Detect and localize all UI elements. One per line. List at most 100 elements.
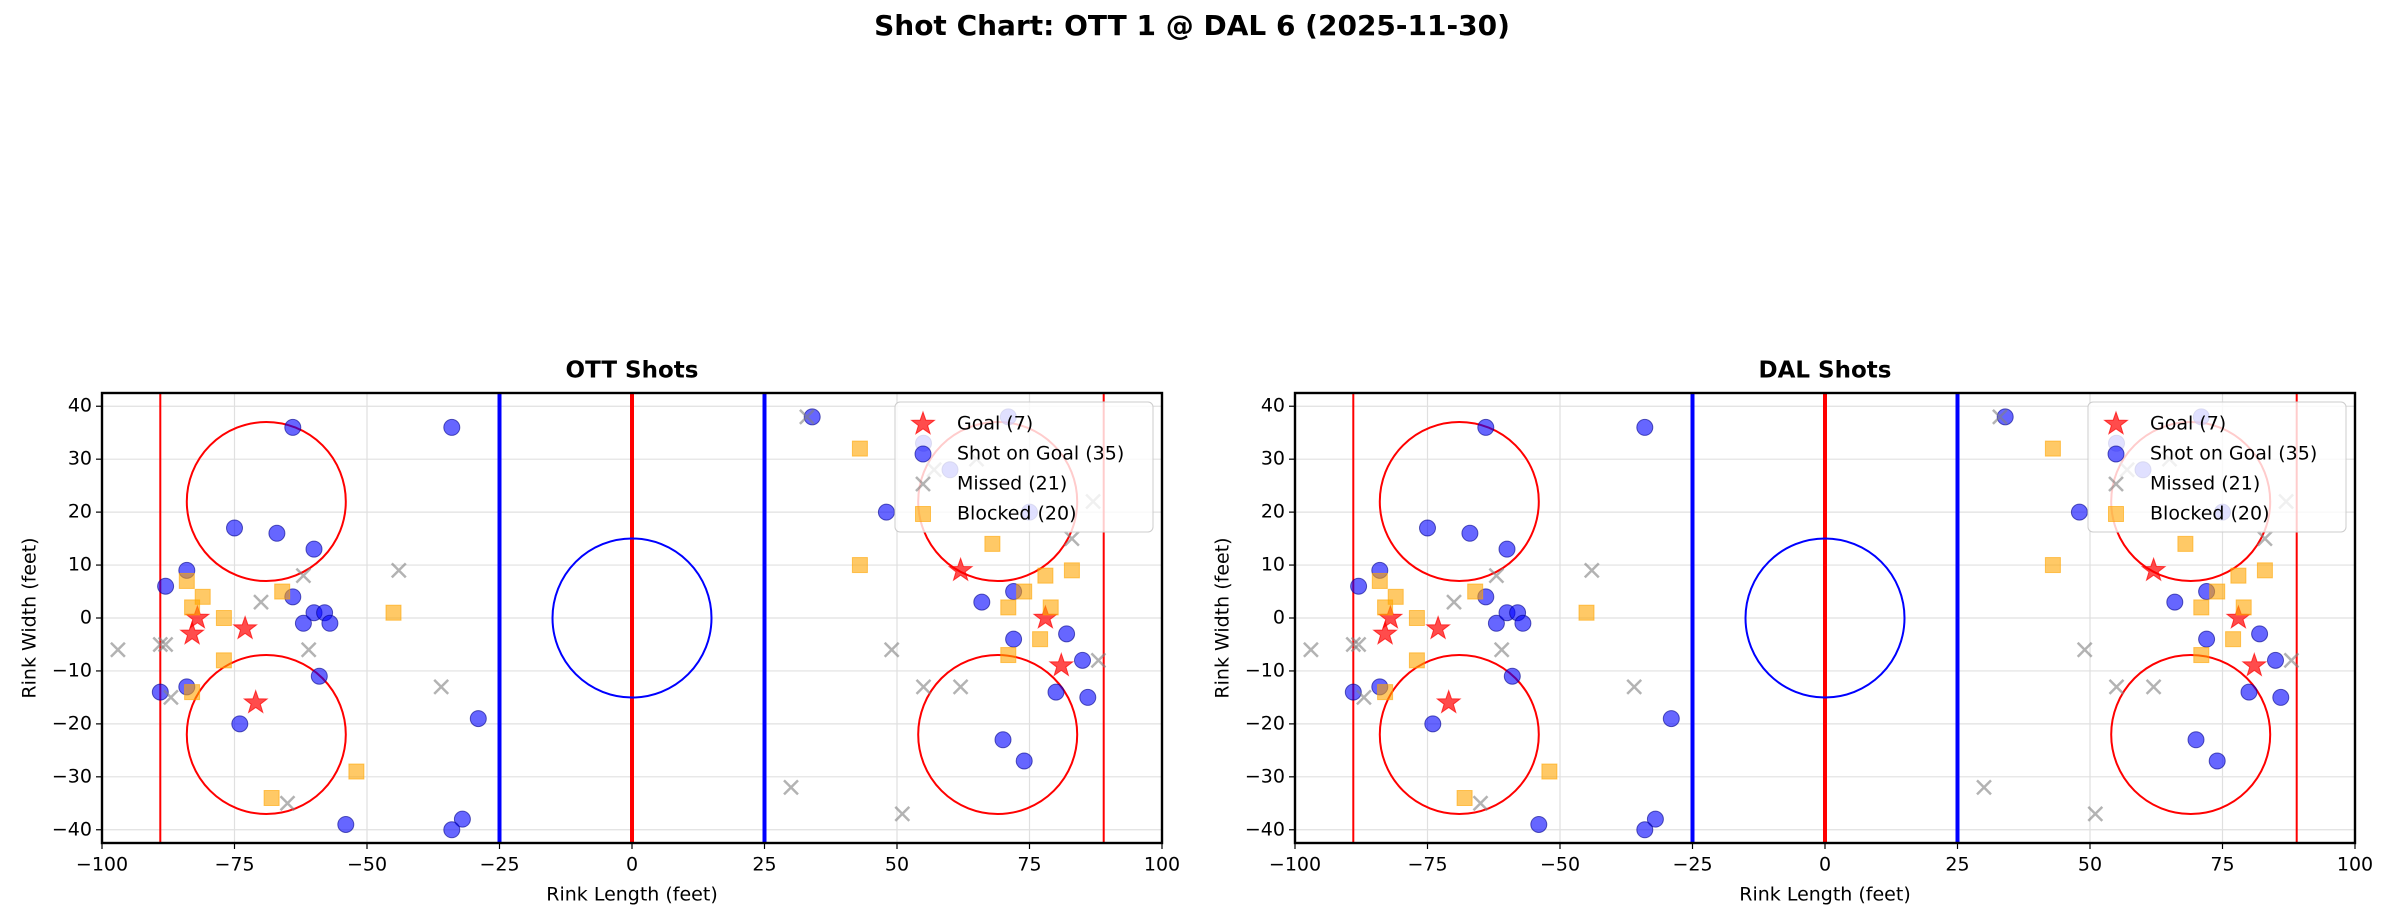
blocked-marker <box>2225 631 2242 648</box>
panel: DAL Shots Rink Length (feet) Rink Width (f… <box>1212 358 2374 906</box>
goal-marker <box>242 689 269 714</box>
missed-marker <box>2257 530 2273 547</box>
y-tick-label: −30 <box>1245 765 1285 787</box>
missed-marker <box>2087 805 2104 822</box>
shot-marker <box>1015 752 1033 770</box>
shot-marker <box>2198 630 2216 648</box>
missed-marker <box>1064 530 1080 547</box>
shot-marker <box>877 503 895 521</box>
panel: OTT Shots Rink Length (feet) Rink Width (f… <box>19 358 1181 906</box>
missed-marker <box>1583 562 1600 579</box>
missed-marker <box>2108 678 2125 695</box>
legend-label: Goal (7) <box>957 413 1033 435</box>
blocked-marker <box>1037 567 1054 584</box>
blocked-marker <box>1377 684 1394 701</box>
y-tick-label: 0 <box>80 607 92 629</box>
y-tick-label: −10 <box>52 659 92 681</box>
blocked-marker <box>348 763 365 780</box>
missed-marker <box>300 641 317 658</box>
legend-label: Shot on Goal (35) <box>957 443 1124 465</box>
shot-marker <box>2070 503 2088 521</box>
y-tick-label: −20 <box>52 712 92 734</box>
x-tick-label: 75 <box>1017 854 1041 876</box>
missed-marker <box>163 689 179 706</box>
legend-marker <box>915 476 931 492</box>
x-tick-label: −25 <box>1672 854 1712 876</box>
shot-marker <box>994 731 1012 749</box>
blocked-marker <box>2256 562 2273 579</box>
missed-marker <box>783 779 799 796</box>
missed-marker <box>2076 641 2093 658</box>
x-tick-label: 100 <box>2337 854 2373 876</box>
blocked-marker <box>1456 790 1473 806</box>
blocked-marker <box>184 599 201 616</box>
blocked-marker <box>2235 599 2252 616</box>
x-tick-label: 100 <box>1144 854 1180 876</box>
shot-marker <box>305 540 323 558</box>
shot-marker <box>1646 810 1664 828</box>
shot-marker <box>2267 651 2284 669</box>
shot-marker <box>1047 683 1065 701</box>
blocked-marker <box>1408 610 1425 626</box>
legend-marker <box>915 506 931 522</box>
missed-marker <box>915 678 932 695</box>
missed-marker <box>1488 567 1505 584</box>
shot-marker <box>1996 408 2014 426</box>
missed-marker <box>1626 678 1643 695</box>
center-circle <box>1744 537 1906 699</box>
legend-marker <box>2107 445 2125 463</box>
y-tick-label: 20 <box>68 501 92 523</box>
x-tick-label: 25 <box>752 854 776 876</box>
faceoff-circle <box>1378 421 1540 583</box>
shot-marker <box>294 614 312 632</box>
missed-marker <box>799 408 815 425</box>
faceoff-circle <box>185 421 347 583</box>
legend-marker <box>2108 506 2124 522</box>
blocked-marker <box>178 572 195 589</box>
blocked-marker <box>851 557 868 574</box>
shot-marker <box>453 810 471 828</box>
blocked-marker <box>1541 763 1558 780</box>
blocked-marker <box>1377 599 1394 616</box>
legend-label: Blocked (20) <box>957 503 1077 525</box>
shot-marker <box>321 614 339 632</box>
missed-marker <box>1090 652 1107 669</box>
missed-marker <box>279 795 296 812</box>
blocked-marker <box>274 583 291 600</box>
legend-marker <box>2108 476 2124 492</box>
shot-marker <box>284 418 302 436</box>
x-tick-label: 0 <box>626 854 638 876</box>
blocked-marker <box>1467 583 1484 600</box>
shot-marker <box>1477 418 1495 436</box>
shot-marker <box>157 577 175 595</box>
x-tick-label: −50 <box>1540 854 1580 876</box>
shot-marker <box>1424 715 1442 733</box>
y-tick-label: 10 <box>68 554 92 576</box>
plot-frame <box>100 391 1164 845</box>
legend-box <box>894 401 1154 533</box>
y-tick-label: 10 <box>1261 554 1285 576</box>
y-tick-label: 0 <box>1273 607 1285 629</box>
shot-marker <box>1074 651 1091 669</box>
blocked-marker <box>1578 604 1595 621</box>
shot-marker <box>443 418 461 436</box>
missed-marker <box>110 641 126 658</box>
x-tick-label: −25 <box>479 854 519 876</box>
legend-label: Blocked (20) <box>2150 503 2270 525</box>
shot-marker <box>1514 614 1532 632</box>
x-tick-label: −50 <box>347 854 387 876</box>
x-tick-label: 50 <box>2078 854 2102 876</box>
missed-marker <box>883 641 900 658</box>
missed-marker <box>253 594 269 611</box>
blocked-marker <box>2230 567 2247 584</box>
blocked-marker <box>1032 631 1049 648</box>
goal-marker <box>2241 652 2268 677</box>
blocked-marker <box>263 790 280 806</box>
x-axis-label: Rink Length (feet) <box>1739 884 1910 906</box>
legend-marker <box>910 410 936 435</box>
x-tick-label: 25 <box>1945 854 1969 876</box>
shot-marker <box>1005 630 1023 648</box>
legend-label: Missed (21) <box>2150 473 2260 495</box>
blocked-marker <box>215 610 232 626</box>
